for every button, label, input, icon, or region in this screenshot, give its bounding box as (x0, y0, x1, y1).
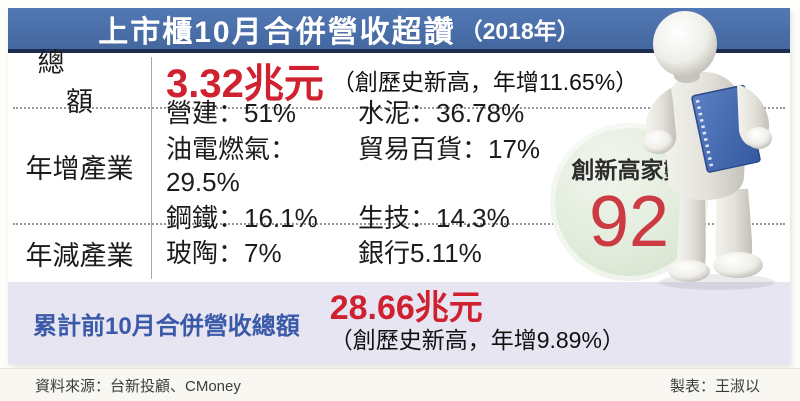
cumulative-band: 累計前10月合併營收總額 28.66兆元 （創歷史新高，年增9.89%） (8, 282, 790, 364)
cumulative-value-block: 28.66兆元 （創歷史新高，年增9.89%） (330, 290, 625, 354)
industry-item: 營建：51% (166, 98, 297, 128)
industry-item: 水泥：36.78% (358, 98, 525, 128)
figure-right-hand (746, 127, 772, 149)
table-row-total: 總額 3.32兆元 （創歷史新高，年增11.65%） (8, 48, 790, 117)
figure-head (653, 11, 717, 77)
column-divider (151, 57, 152, 279)
footer: 資料來源：台新投顧、CMoney 製表：王淑以 (0, 368, 800, 401)
industry-item: 銀行5.11% (358, 238, 482, 268)
cumulative-note: （創歷史新高，年增9.89%） (329, 327, 625, 353)
figure-left-hand (643, 130, 673, 154)
industry-item: 玻陶：7% (166, 238, 282, 268)
total-amount: 3.32兆元 (166, 62, 324, 106)
industry-item: 鋼鐵：16.1% (166, 203, 318, 233)
row-label-increase: 年增產業 (25, 153, 134, 184)
total-note: （創歷史新高，年增11.65%） (331, 69, 639, 95)
figure-right-foot (713, 252, 763, 278)
cumulative-label: 累計前10月合併營收總額 (33, 312, 300, 340)
figure-left-foot (668, 260, 710, 282)
increase-industries: 營建：51% 水泥：36.78% 油電燃氣：29.5% 貿易百貨：17% 鋼鐵：… (151, 97, 790, 235)
industry-item: 貿易百貨：17% (358, 134, 541, 164)
data-source: 資料來源：台新投顧、CMoney (35, 377, 241, 395)
row-value-total: 3.32兆元 （創歷史新高，年增11.65%） (151, 51, 790, 109)
dotted-separator (13, 107, 785, 109)
row-label-decrease: 年減產業 (25, 241, 134, 271)
3d-figure-with-notebook-illustration (643, 11, 775, 290)
industry-item: 油電燃氣：29.5% (166, 134, 297, 197)
table-row-decrease: 年減產業 玻陶：7% 銀行5.11% (8, 225, 790, 282)
table-credit: 製表：王淑以 (669, 377, 760, 395)
table-row-increase: 年增產業 營建：51% 水泥：36.78% 油電燃氣：29.5% 貿易百貨：17… (8, 98, 790, 233)
cumulative-amount: 28.66兆元 (329, 289, 483, 327)
row-label-total-text: 總額 (37, 48, 150, 117)
row-label-total: 總額 (8, 41, 151, 119)
figure-right-leg (715, 189, 753, 266)
page-title: 上市櫃10月合併營收超讚 (98, 15, 456, 49)
decrease-industries: 玻陶：7% 銀行5.11% (151, 237, 790, 270)
dotted-separator (13, 223, 785, 225)
figure-left-leg (677, 189, 706, 272)
page-title-year: （2018年） (459, 17, 580, 44)
industry-item: 生技：14.3% (358, 203, 510, 233)
record-high-count: 92 (588, 182, 670, 262)
